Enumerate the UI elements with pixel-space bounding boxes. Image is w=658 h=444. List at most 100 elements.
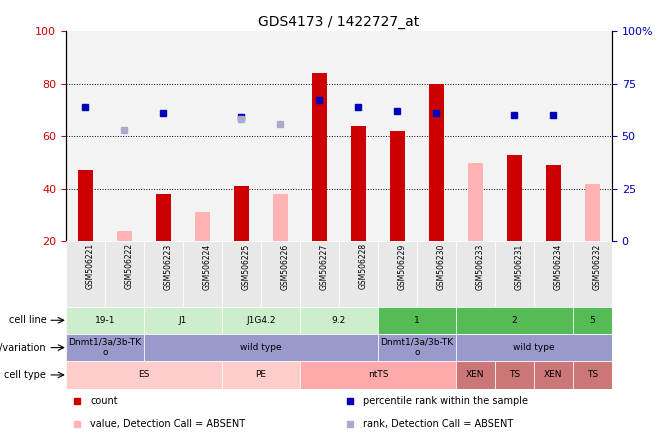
Text: XEN: XEN [466, 370, 485, 380]
Text: GSM506233: GSM506233 [475, 243, 484, 290]
Text: Dnmt1/3a/3b-TK
o: Dnmt1/3a/3b-TK o [380, 338, 453, 357]
Bar [300, 242, 339, 307]
Bar [339, 31, 378, 242]
Bar [105, 31, 144, 242]
Text: genotype/variation: genotype/variation [0, 343, 46, 353]
Bar [222, 31, 261, 242]
Bar [300, 307, 378, 334]
Bar [390, 131, 405, 242]
Text: 9.2: 9.2 [332, 316, 346, 325]
Bar [417, 242, 456, 307]
Bar [378, 242, 417, 307]
Text: GSM506222: GSM506222 [124, 243, 134, 289]
Bar [428, 83, 444, 242]
Bar [456, 307, 573, 334]
Text: GSM506232: GSM506232 [592, 243, 601, 289]
Bar [155, 194, 171, 242]
Text: 2: 2 [512, 316, 517, 325]
Bar [261, 31, 300, 242]
Bar [105, 242, 144, 307]
Text: GSM506225: GSM506225 [241, 243, 250, 289]
Text: TS: TS [587, 370, 598, 380]
Text: 1: 1 [414, 316, 420, 325]
Bar [456, 31, 495, 242]
Text: cell type: cell type [5, 370, 46, 380]
Bar [495, 31, 534, 242]
Bar [78, 170, 93, 242]
Text: cell line: cell line [9, 315, 46, 325]
Bar [378, 334, 456, 361]
Bar [456, 334, 612, 361]
Text: percentile rank within the sample: percentile rank within the sample [363, 396, 528, 406]
Bar [339, 242, 378, 307]
Bar [144, 242, 183, 307]
Bar [222, 307, 300, 334]
Text: GSM506221: GSM506221 [86, 243, 94, 289]
Text: GSM506228: GSM506228 [359, 243, 367, 289]
Title: GDS4173 / 1422727_at: GDS4173 / 1422727_at [258, 15, 420, 29]
Bar [534, 31, 573, 242]
Bar [222, 242, 261, 307]
Bar [545, 165, 561, 242]
Bar [300, 31, 339, 242]
Bar [272, 194, 288, 242]
Bar [66, 307, 144, 334]
Bar [312, 73, 327, 242]
Text: GSM506226: GSM506226 [280, 243, 290, 289]
Text: value, Detection Call = ABSENT: value, Detection Call = ABSENT [90, 420, 245, 429]
Text: TS: TS [509, 370, 520, 380]
Text: GSM506231: GSM506231 [515, 243, 523, 289]
Bar [573, 242, 612, 307]
Text: J1G4.2: J1G4.2 [246, 316, 276, 325]
Bar [222, 361, 300, 388]
Text: rank, Detection Call = ABSENT: rank, Detection Call = ABSENT [363, 420, 514, 429]
Bar [468, 163, 483, 242]
Bar [417, 31, 456, 242]
Bar [456, 242, 495, 307]
Text: wild type: wild type [513, 343, 555, 352]
Bar [351, 126, 367, 242]
Bar [507, 155, 522, 242]
Bar [495, 242, 534, 307]
Bar [66, 334, 144, 361]
Text: GSM506230: GSM506230 [436, 243, 445, 290]
Text: J1: J1 [178, 316, 187, 325]
Bar [66, 31, 105, 242]
Bar [183, 31, 222, 242]
Bar [300, 361, 456, 388]
Bar [378, 31, 417, 242]
Text: wild type: wild type [240, 343, 282, 352]
Bar [534, 361, 573, 388]
Bar [573, 307, 612, 334]
Bar [585, 183, 600, 242]
Text: Dnmt1/3a/3b-TK
o: Dnmt1/3a/3b-TK o [68, 338, 141, 357]
Bar [195, 213, 210, 242]
Bar [144, 31, 183, 242]
Text: count: count [90, 396, 118, 406]
Bar [534, 242, 573, 307]
Text: XEN: XEN [544, 370, 563, 380]
Bar [144, 334, 378, 361]
Bar [495, 361, 534, 388]
Bar [378, 307, 456, 334]
Text: 5: 5 [590, 316, 595, 325]
Text: GSM506229: GSM506229 [397, 243, 407, 289]
Bar [183, 242, 222, 307]
Bar [261, 242, 300, 307]
Bar [573, 31, 612, 242]
Bar [66, 361, 222, 388]
Text: GSM506227: GSM506227 [319, 243, 328, 289]
Bar [116, 231, 132, 242]
Text: GSM506224: GSM506224 [203, 243, 211, 289]
Bar [66, 242, 105, 307]
Text: ES: ES [138, 370, 149, 380]
Text: GSM506234: GSM506234 [553, 243, 563, 290]
Bar [456, 361, 495, 388]
Bar [144, 307, 222, 334]
Text: 19-1: 19-1 [95, 316, 115, 325]
Bar [573, 361, 612, 388]
Text: PE: PE [255, 370, 266, 380]
Text: GSM506223: GSM506223 [163, 243, 172, 289]
Bar [234, 186, 249, 242]
Text: ntTS: ntTS [368, 370, 388, 380]
